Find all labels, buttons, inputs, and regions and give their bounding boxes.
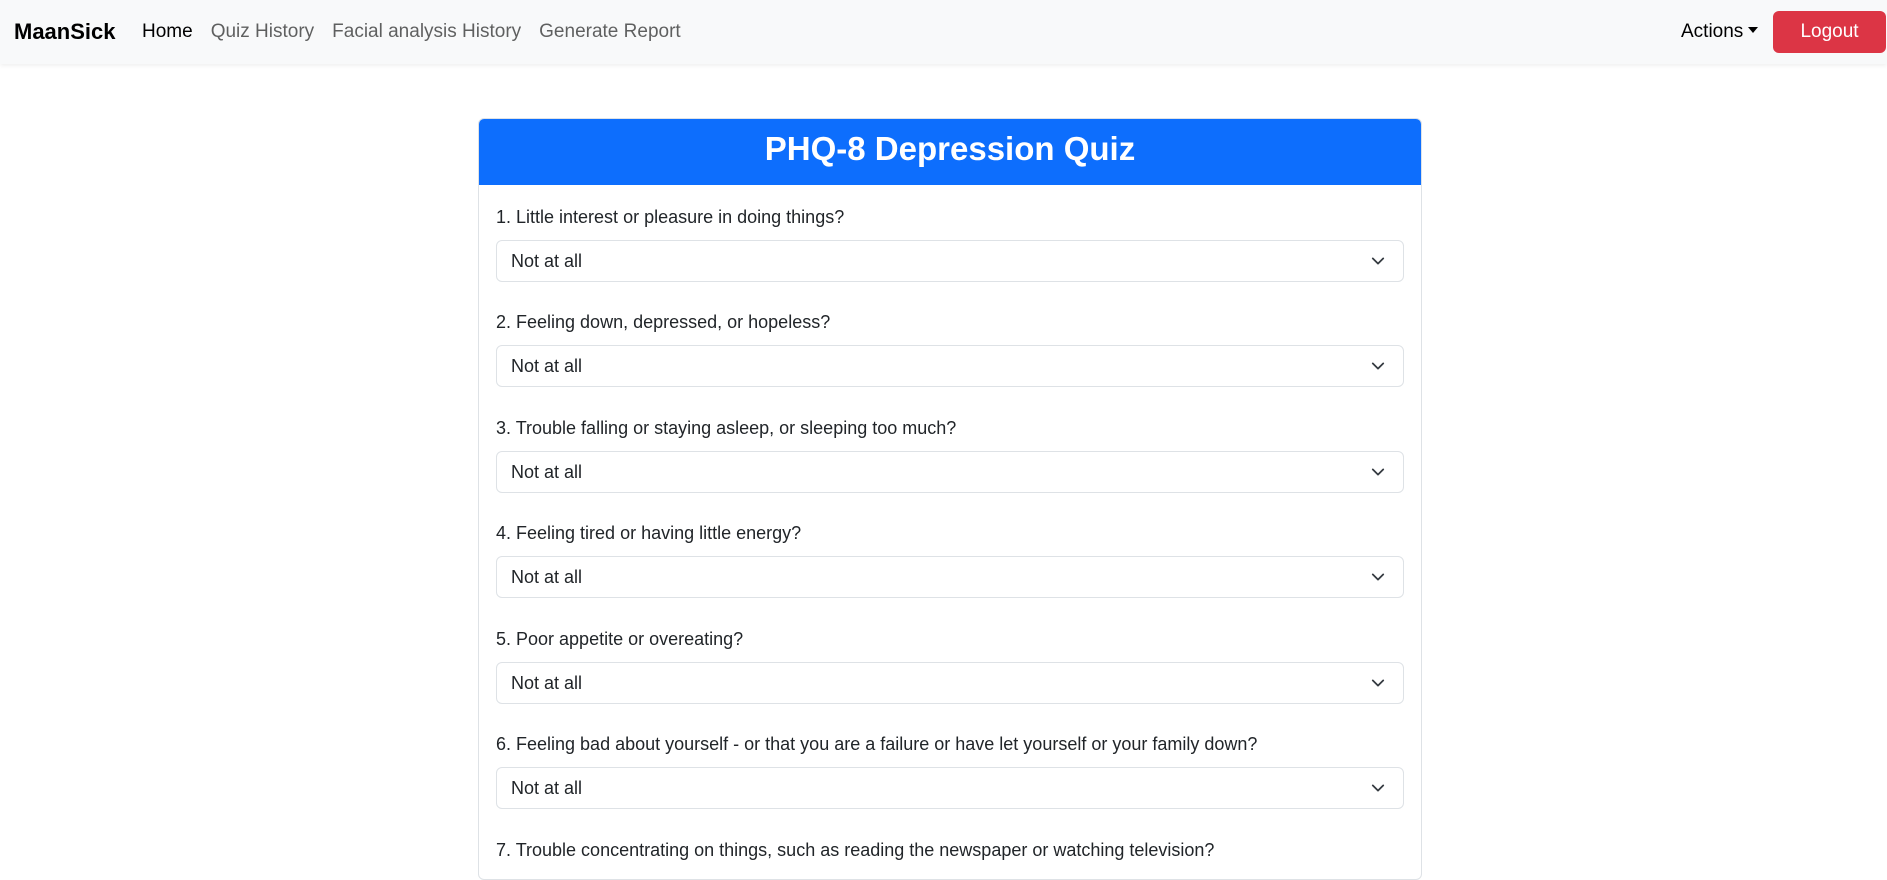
question-6: 6. Feeling bad about yourself - or that … bbox=[496, 733, 1404, 809]
chevron-down-icon bbox=[1371, 573, 1385, 581]
select-value: Not at all bbox=[511, 251, 583, 271]
question-label: 4. Feeling tired or having little energy… bbox=[496, 523, 802, 543]
chevron-down-icon bbox=[1371, 784, 1385, 792]
question-label: 3. Trouble falling or staying asleep, or… bbox=[496, 418, 957, 438]
question-label: 1. Little interest or pleasure in doing … bbox=[496, 207, 845, 227]
actions-dropdown[interactable]: Actions bbox=[1681, 20, 1759, 44]
answer-select[interactable]: Not at all bbox=[496, 556, 1404, 598]
question-2: 2. Feeling down, depressed, or hopeless?… bbox=[496, 311, 1404, 387]
quiz-title: PHQ-8 Depression Quiz bbox=[479, 119, 1421, 185]
chevron-down-icon bbox=[1371, 468, 1385, 476]
chevron-down-icon bbox=[1371, 679, 1385, 687]
answer-select[interactable]: Not at all bbox=[496, 345, 1404, 387]
select-value: Not at all bbox=[511, 778, 583, 798]
question-label: 2. Feeling down, depressed, or hopeless? bbox=[496, 312, 831, 332]
select-value: Not at all bbox=[511, 567, 583, 587]
quiz-card: PHQ-8 Depression Quiz 1. Little interest… bbox=[478, 118, 1422, 880]
question-3: 3. Trouble falling or staying asleep, or… bbox=[496, 417, 1404, 493]
answer-select[interactable]: Not at all bbox=[496, 451, 1404, 493]
logout-button[interactable]: Logout bbox=[1773, 11, 1886, 53]
caret-down-icon bbox=[1748, 27, 1759, 33]
select-value: Not at all bbox=[511, 462, 583, 482]
navbar: MaanSick Home Quiz History Facial analys… bbox=[0, 0, 1887, 64]
nav-quiz-history[interactable]: Quiz History bbox=[210, 21, 315, 42]
question-7: 7. Trouble concentrating on things, such… bbox=[496, 839, 1404, 861]
question-4: 4. Feeling tired or having little energy… bbox=[496, 522, 1404, 598]
question-label: 7. Trouble concentrating on things, such… bbox=[496, 840, 1215, 860]
answer-select[interactable]: Not at all bbox=[496, 662, 1404, 704]
question-1: 1. Little interest or pleasure in doing … bbox=[496, 206, 1404, 282]
chevron-down-icon bbox=[1371, 257, 1385, 265]
actions-label: Actions bbox=[1681, 21, 1744, 42]
nav-links: Home Quiz History Facial analysis Histor… bbox=[142, 20, 699, 44]
answer-select[interactable]: Not at all bbox=[496, 240, 1404, 282]
chevron-down-icon bbox=[1371, 362, 1385, 370]
nav-generate-report[interactable]: Generate Report bbox=[539, 21, 681, 42]
select-value: Not at all bbox=[511, 673, 583, 693]
question-label: 5. Poor appetite or overeating? bbox=[496, 629, 744, 649]
nav-home[interactable]: Home bbox=[142, 21, 193, 42]
question-5: 5. Poor appetite or overeating? Not at a… bbox=[496, 628, 1404, 704]
brand-logo[interactable]: MaanSick bbox=[14, 19, 116, 44]
select-value: Not at all bbox=[511, 356, 583, 376]
question-label: 6. Feeling bad about yourself - or that … bbox=[496, 734, 1258, 754]
answer-select[interactable]: Not at all bbox=[496, 767, 1404, 809]
nav-facial-analysis-history[interactable]: Facial analysis History bbox=[332, 21, 522, 42]
